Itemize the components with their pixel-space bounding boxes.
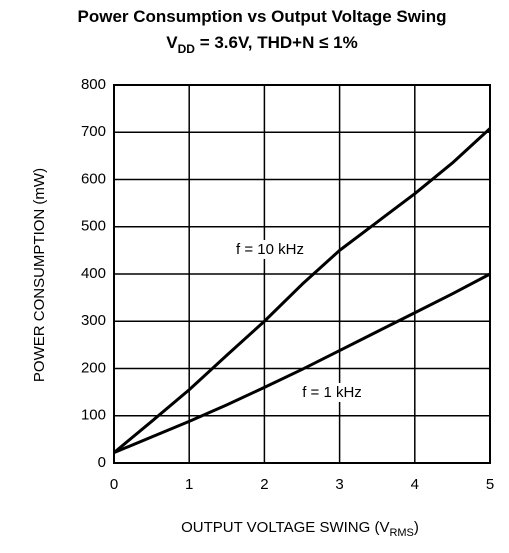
series-label-bg [233,239,307,259]
series-label: f = 1 kHz [302,384,362,401]
y-tick-label: 100 [81,407,106,424]
x-label-part: ) [414,519,419,536]
x-tick-label: 2 [260,476,268,493]
series-line [113,272,491,454]
y-tick-label: 500 [81,218,106,235]
x-label-sub: RMS [389,527,413,539]
chart-subtitle: VDD = 3.6V, THD+N ≤ 1% [166,33,357,56]
series-label: f = 10 kHz [236,241,304,258]
y-tick-label: 200 [81,359,106,376]
y-tick-label: 800 [81,76,106,93]
subtitle-part: V [166,33,178,52]
y-axis-label: POWER CONSUMPTION (mW) [31,168,48,382]
y-tick-label: 700 [81,123,106,140]
x-label-part: OUTPUT VOLTAGE SWING (V [181,519,389,536]
series-line [113,127,492,454]
y-tick-label: 600 [81,170,106,187]
x-tick-label: 0 [110,476,118,493]
chart-title: Power Consumption vs Output Voltage Swin… [78,7,447,26]
x-axis-label: OUTPUT VOLTAGE SWING (VRMS) [181,519,419,539]
series-label-bg [299,382,365,402]
x-tick-label: 4 [411,476,419,493]
subtitle-sub: DD [178,42,196,56]
x-tick-label: 5 [486,476,494,493]
x-tick-label: 3 [335,476,343,493]
y-tick-label: 300 [81,312,106,329]
subtitle-part: = 3.6V, THD+N ≤ 1% [195,33,358,52]
y-tick-label: 0 [98,454,106,471]
y-tick-label: 400 [81,265,106,282]
x-tick-label: 1 [185,476,193,493]
